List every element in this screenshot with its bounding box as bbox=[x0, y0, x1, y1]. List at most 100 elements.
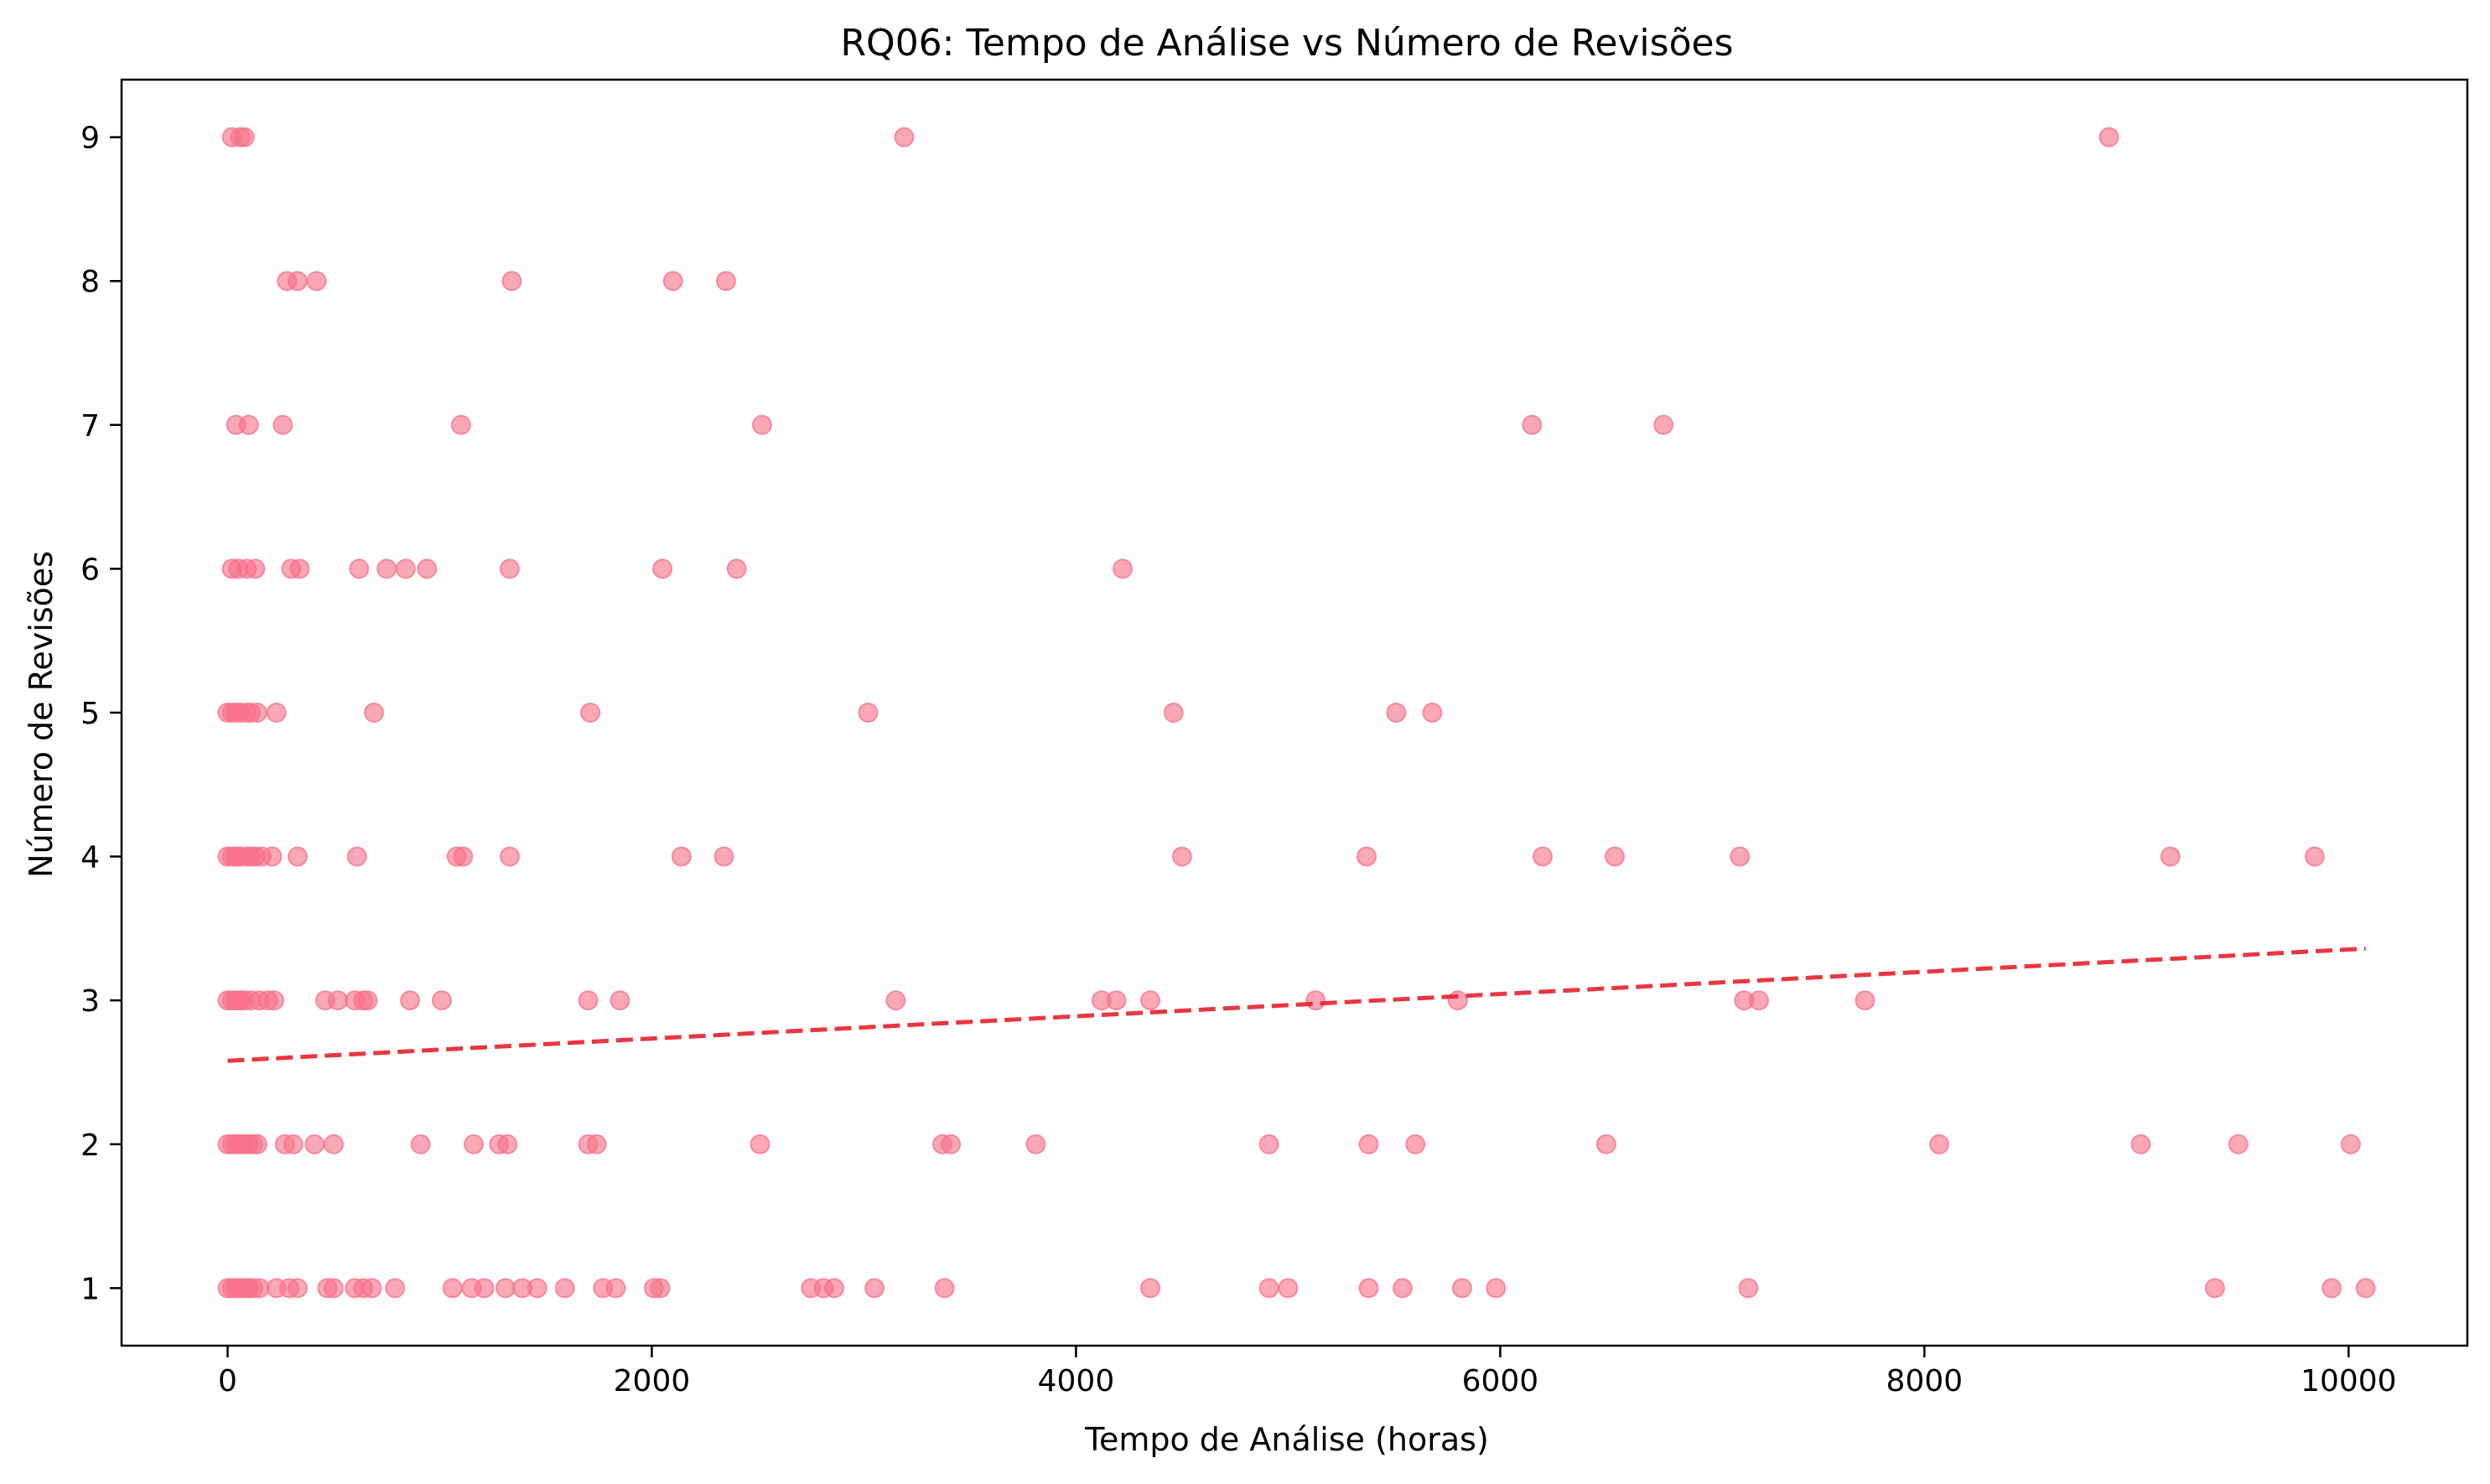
data-point bbox=[283, 1134, 303, 1155]
data-point bbox=[662, 271, 683, 292]
data-point bbox=[894, 127, 915, 148]
data-point bbox=[2321, 1278, 2342, 1299]
data-point bbox=[400, 990, 421, 1011]
data-point bbox=[1447, 990, 1468, 1011]
data-point bbox=[264, 990, 285, 1011]
data-point bbox=[238, 414, 259, 435]
data-point bbox=[864, 1278, 885, 1299]
data-point bbox=[1749, 990, 1769, 1011]
data-point bbox=[1653, 414, 1674, 435]
data-point bbox=[527, 1278, 547, 1299]
data-point bbox=[2098, 127, 2119, 148]
data-point bbox=[1522, 414, 1543, 435]
x-axis-label: Tempo de Análise (horas) bbox=[1084, 1421, 1489, 1458]
data-point bbox=[234, 127, 255, 148]
data-point bbox=[288, 271, 308, 292]
data-point bbox=[464, 1134, 484, 1155]
x-tick-label: 2000 bbox=[614, 1364, 691, 1398]
data-point bbox=[1171, 846, 1192, 867]
data-point bbox=[934, 1278, 955, 1299]
data-point bbox=[1113, 558, 1133, 579]
data-point bbox=[941, 1134, 962, 1155]
data-point bbox=[858, 703, 879, 723]
data-point bbox=[2160, 846, 2181, 867]
data-point bbox=[726, 558, 747, 579]
x-tick-label: 0 bbox=[218, 1364, 237, 1398]
data-point bbox=[361, 1278, 382, 1299]
x-tick-label: 6000 bbox=[1462, 1364, 1539, 1398]
data-point bbox=[2340, 1134, 2361, 1155]
data-point bbox=[580, 703, 601, 723]
data-point bbox=[1278, 1278, 1299, 1299]
data-point bbox=[385, 1278, 406, 1299]
y-tick-label: 4 bbox=[80, 841, 100, 875]
y-tick-label: 6 bbox=[80, 553, 100, 587]
data-point bbox=[752, 414, 772, 435]
data-point bbox=[289, 558, 310, 579]
data-point bbox=[1595, 1134, 1616, 1155]
data-point bbox=[432, 990, 452, 1011]
data-point bbox=[450, 414, 471, 435]
data-point bbox=[501, 271, 522, 292]
data-point bbox=[495, 1278, 516, 1299]
y-tick-label: 2 bbox=[80, 1129, 100, 1163]
data-point bbox=[1163, 703, 1184, 723]
data-point bbox=[417, 558, 438, 579]
data-point bbox=[328, 990, 348, 1011]
trend-line-group bbox=[227, 946, 2366, 1063]
data-point bbox=[346, 846, 367, 867]
axis-ticks: 0 2000 4000 6000 8000 10000 1 2 3 4 5 6 7 8 9 bbox=[80, 122, 2397, 1398]
data-point bbox=[713, 846, 734, 867]
data-point bbox=[1305, 990, 1326, 1011]
data-point bbox=[288, 846, 308, 867]
trend-line bbox=[227, 946, 2366, 1063]
data-points bbox=[217, 127, 2376, 1299]
data-point bbox=[1106, 990, 1127, 1011]
data-point bbox=[2130, 1134, 2151, 1155]
y-tick-label: 9 bbox=[80, 122, 100, 156]
data-point bbox=[246, 1134, 267, 1155]
data-point bbox=[304, 1134, 325, 1155]
plot-frame bbox=[120, 78, 2469, 1347]
data-point bbox=[1533, 846, 1553, 867]
x-tick-label: 8000 bbox=[1886, 1364, 1963, 1398]
data-point bbox=[349, 558, 370, 579]
data-point bbox=[2228, 1134, 2249, 1155]
data-point bbox=[2204, 1278, 2225, 1299]
data-point bbox=[474, 1278, 495, 1299]
data-point bbox=[1605, 846, 1625, 867]
data-point bbox=[396, 558, 416, 579]
data-point bbox=[376, 558, 397, 579]
data-point bbox=[650, 1278, 671, 1299]
data-point bbox=[2304, 846, 2325, 867]
data-point bbox=[324, 1278, 344, 1299]
data-point bbox=[1486, 1278, 1507, 1299]
data-point bbox=[554, 1278, 575, 1299]
data-point bbox=[1358, 1278, 1379, 1299]
y-tick-label: 8 bbox=[80, 265, 100, 299]
data-point bbox=[306, 271, 327, 292]
data-point bbox=[1855, 990, 1875, 1011]
y-tick-label: 3 bbox=[80, 984, 100, 1019]
data-point bbox=[1140, 1278, 1160, 1299]
data-point bbox=[1451, 1278, 1472, 1299]
data-point bbox=[497, 1134, 518, 1155]
data-point bbox=[453, 846, 474, 867]
data-point bbox=[1258, 1278, 1279, 1299]
data-point bbox=[671, 846, 692, 867]
data-point bbox=[357, 990, 378, 1011]
data-point bbox=[500, 558, 520, 579]
data-point bbox=[1929, 1134, 1950, 1155]
data-point bbox=[2355, 1278, 2376, 1299]
data-point bbox=[610, 990, 630, 1011]
data-point bbox=[1422, 703, 1443, 723]
data-point bbox=[266, 703, 287, 723]
data-point bbox=[500, 846, 520, 867]
data-point bbox=[885, 990, 906, 1011]
data-point bbox=[586, 1134, 607, 1155]
x-tick-label: 10000 bbox=[2301, 1364, 2397, 1398]
data-point bbox=[578, 990, 599, 1011]
y-tick-label: 1 bbox=[80, 1272, 100, 1306]
data-point bbox=[288, 1278, 308, 1299]
